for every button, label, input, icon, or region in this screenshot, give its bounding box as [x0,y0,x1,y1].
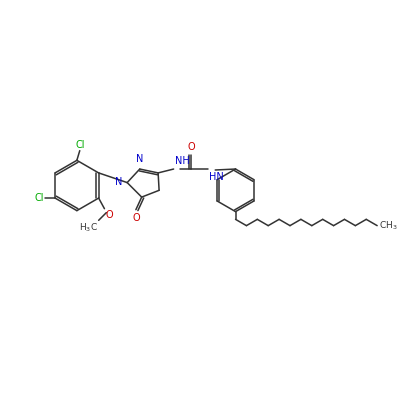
Text: HN: HN [210,172,224,182]
Text: CH$_3$: CH$_3$ [379,219,398,232]
Text: N: N [115,177,122,187]
Text: N: N [136,154,144,164]
Text: Cl: Cl [35,193,44,203]
Text: O: O [106,210,113,220]
Text: NH: NH [174,156,189,166]
Text: O: O [132,212,140,222]
Text: O: O [187,142,195,152]
Text: Cl: Cl [75,140,84,150]
Text: H$_3$C: H$_3$C [79,221,98,234]
